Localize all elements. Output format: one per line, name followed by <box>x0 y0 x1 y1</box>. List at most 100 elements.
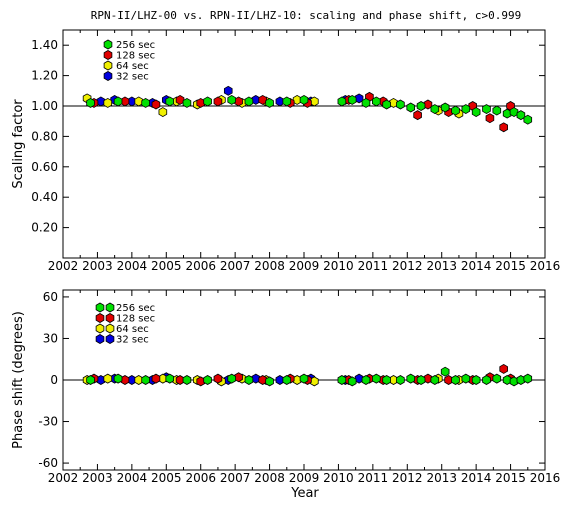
data-point <box>440 366 450 377</box>
legend-label: 128 sec <box>116 51 155 62</box>
data-point <box>396 375 405 385</box>
x-tick-label: 2004 <box>117 259 148 273</box>
y-axis-label: Scaling factor <box>11 99 26 189</box>
y-tick-label: 0.80 <box>31 129 58 143</box>
x-tick-label: 2006 <box>185 471 216 485</box>
data-point <box>396 99 405 110</box>
chart-title: RPN-II/LHZ-00 vs. RPN-II/LHZ-10: scaling… <box>91 9 521 22</box>
data-point <box>430 104 440 115</box>
data-point <box>471 375 481 385</box>
phase-shift-panel: 2002 2003 2004 2005 2006 2007 2008 2009 2010 2011… <box>11 289 561 485</box>
x-tick-label: 2007 <box>220 259 251 273</box>
data-point <box>282 96 292 107</box>
data-point <box>141 375 150 385</box>
data-point <box>310 96 319 107</box>
data-point <box>227 373 237 384</box>
data-point <box>134 96 144 107</box>
data-point <box>354 373 364 384</box>
legend-marker <box>95 323 105 334</box>
data-point <box>299 94 309 105</box>
y-tick-label: -60 <box>38 456 58 470</box>
data-point <box>337 375 347 385</box>
x-tick-label: 2003 <box>82 471 113 485</box>
x-tick-label: 2013 <box>426 259 457 273</box>
data-point <box>234 372 243 383</box>
x-tick-label: 2014 <box>461 471 492 485</box>
data-point <box>113 373 123 384</box>
x-tick-label: 2010 <box>323 259 354 273</box>
x-tick-label: 2013 <box>426 471 457 485</box>
data-point <box>103 97 113 108</box>
x-tick-label: 2009 <box>289 259 320 273</box>
data-point <box>175 94 185 105</box>
data-point <box>141 97 150 108</box>
legend-marker <box>95 302 105 313</box>
data-point <box>258 94 267 105</box>
legend-label: 256 sec <box>116 303 155 314</box>
x-tick-label: 2004 <box>117 471 148 485</box>
legend-marker <box>105 313 115 323</box>
x-tick-label: 2016 <box>530 259 561 273</box>
data-point <box>182 375 192 385</box>
data-point <box>485 113 495 124</box>
legend-marker <box>105 323 115 334</box>
legend-label: 128 sec <box>116 314 155 325</box>
data-point <box>516 110 526 121</box>
y-tick-label: 0.40 <box>31 190 58 204</box>
x-tick-label: 2016 <box>530 471 561 485</box>
data-point <box>389 97 398 108</box>
y-tick-label: 1.20 <box>31 69 58 83</box>
data-point <box>151 99 161 110</box>
x-axis-label: Year <box>290 486 319 501</box>
data-point <box>213 96 223 107</box>
data-point <box>251 373 261 384</box>
y-tick-label: 0 <box>50 373 58 387</box>
data-point <box>182 97 192 108</box>
data-point <box>203 96 212 107</box>
data-point <box>451 375 460 385</box>
data-point <box>509 107 519 118</box>
data-point <box>413 110 422 121</box>
legend-marker <box>95 334 105 344</box>
x-tick-label: 2006 <box>185 259 216 273</box>
data-point <box>406 373 416 384</box>
legend-label: 32 sec <box>116 335 149 346</box>
data-point <box>382 99 391 110</box>
data-point <box>371 373 381 384</box>
data-point <box>347 376 357 387</box>
data-point <box>282 375 292 385</box>
x-tick-label: 2005 <box>151 259 182 273</box>
data-point <box>158 107 168 118</box>
data-point <box>416 375 426 385</box>
data-point <box>265 97 274 108</box>
data-point <box>471 107 481 118</box>
legend-label: 256 sec <box>116 40 155 51</box>
data-point <box>244 375 254 385</box>
data-point <box>482 375 491 385</box>
data-point <box>96 96 106 107</box>
data-point <box>361 97 371 108</box>
data-point <box>502 375 512 385</box>
x-tick-label: 2009 <box>289 471 320 485</box>
legend-marker <box>105 334 115 344</box>
data-point <box>165 373 175 384</box>
data-point <box>258 375 267 385</box>
legend-label: 64 sec <box>116 61 149 72</box>
y-tick-label: 0.20 <box>31 221 58 235</box>
data-point <box>337 96 347 107</box>
y-tick-label: -30 <box>38 415 58 429</box>
y-tick-label: 0.60 <box>31 160 58 174</box>
data-point <box>151 373 161 384</box>
x-tick-label: 2012 <box>392 471 423 485</box>
data-point <box>416 101 426 111</box>
legend-marker <box>95 313 105 323</box>
x-tick-label: 2007 <box>220 471 251 485</box>
data-point <box>361 375 371 385</box>
x-tick-label: 2010 <box>323 471 354 485</box>
legend-label: 64 sec <box>116 324 149 335</box>
data-point <box>203 375 212 385</box>
legend-marker <box>103 39 113 50</box>
scaling-factor-panel: 2002 2003 2004 2005 2006 2007 2008 2009 2010 2011… <box>11 29 561 273</box>
data-point <box>371 96 381 107</box>
